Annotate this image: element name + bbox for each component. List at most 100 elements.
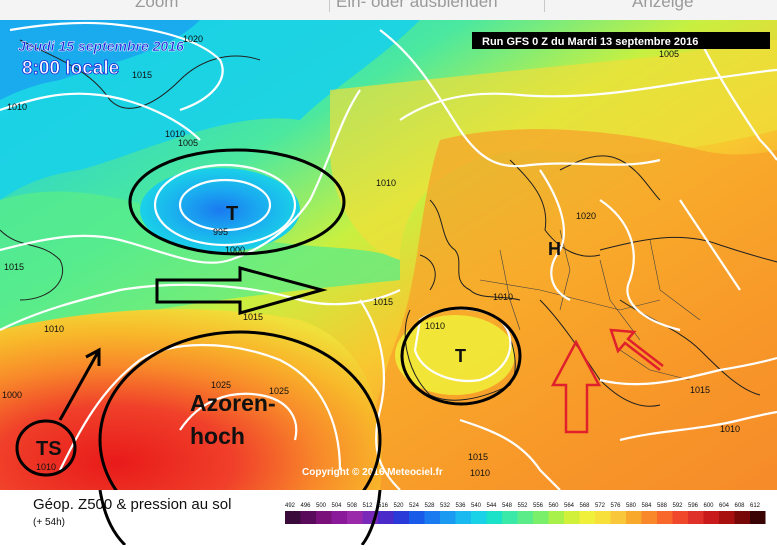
legend-swatch: [331, 511, 347, 524]
azores-circle-tail: [98, 489, 127, 547]
toolbar-toggle[interactable]: Ein- oder ausblenden: [336, 0, 498, 11]
isobar-label: 1010: [720, 424, 740, 434]
legend-value: 524: [409, 503, 420, 509]
azoren-label-line2: hoch: [190, 423, 245, 449]
cutoff-low-label: T: [455, 346, 466, 366]
legend-swatches: [285, 511, 766, 524]
run-title: Run GFS 0 Z du Mardi 13 septembre 2016: [482, 36, 698, 48]
legend-swatch: [688, 511, 704, 524]
isobar-label: 1015: [468, 452, 488, 462]
legend-values: 492 496 500 504 508 512 516 520 524 528 532 536 540 5…: [285, 503, 761, 509]
legend-value: 608: [735, 503, 746, 509]
legend-swatch: [285, 511, 301, 524]
isobar-label: 1000: [2, 390, 22, 400]
toolbar-zoom[interactable]: Zoom: [135, 0, 179, 11]
legend-value: 496: [301, 503, 312, 509]
isobar-label: 1010: [425, 321, 445, 331]
isobar-label: 1020: [183, 34, 203, 44]
legend-value: 552: [518, 503, 529, 509]
isobar-label: 995: [213, 227, 228, 237]
red-arrows: [550, 328, 664, 434]
legend-swatch: [626, 511, 642, 524]
legend-value: 580: [626, 503, 637, 509]
legend-title: Géop. Z500 & pression au sol: [33, 496, 231, 513]
legend-swatch: [548, 511, 564, 524]
isobar-label: 1015: [373, 297, 393, 307]
arrow-east: [155, 266, 328, 315]
run-banner: [472, 32, 770, 49]
arrow-northeast-head: [85, 347, 101, 366]
legend-value: 500: [316, 503, 327, 509]
cold-core-region: [0, 20, 200, 100]
legend-swatch: [471, 511, 487, 524]
weather-map: 1020 1015 1010 1005 1010 995 1000 1010 1…: [0, 20, 777, 490]
isobar-label: 1005: [178, 138, 198, 148]
legend-footer: Géop. Z500 & pression au sol (+ 54h) 492…: [0, 489, 777, 547]
legend-swatch: [734, 511, 750, 524]
high-center-label: H: [548, 239, 561, 259]
isobar-label: 1010: [165, 129, 185, 139]
valid-date-title: Jeudi 15 septembre 2016: [18, 38, 184, 54]
legend-swatch: [610, 511, 626, 524]
isobar-label: 1025: [211, 380, 231, 390]
azores-circle: [98, 330, 382, 490]
isobar-label: 1010: [470, 468, 490, 478]
legend-swatch: [750, 511, 766, 524]
legend-value: 504: [332, 503, 343, 509]
legend-value: 516: [378, 503, 389, 509]
toolbar-separator: [329, 0, 330, 12]
isobar-label: 1010: [36, 462, 56, 472]
low-circle: [128, 148, 346, 256]
isobars: [0, 21, 777, 490]
valid-time-title: 8:00 locale: [22, 58, 119, 79]
legend-swatch: [409, 511, 425, 524]
legend-value: 492: [285, 503, 296, 509]
legend-swatch: [579, 511, 595, 524]
legend-swatch: [564, 511, 580, 524]
legend-value: 528: [425, 503, 436, 509]
legend-value: 548: [502, 503, 513, 509]
isobar-label: 1010: [376, 178, 396, 188]
legend-swatch: [486, 511, 502, 524]
isobar-label: 1015: [4, 262, 24, 272]
legend-swatch: [347, 511, 363, 524]
isobar-label: 1020: [576, 211, 596, 221]
legend-swatch: [517, 511, 533, 524]
isobar-label: 1015: [243, 312, 263, 322]
legend-swatch: [300, 511, 316, 524]
legend-subtitle: (+ 54h): [33, 517, 65, 528]
ts-label: TS: [36, 438, 62, 460]
legend-value: 576: [611, 503, 622, 509]
azores-circle-tail: [360, 489, 382, 546]
legend-value: 536: [456, 503, 467, 509]
red-arrow-northwest: [609, 328, 664, 371]
legend-swatch: [440, 511, 456, 524]
legend-swatch: [316, 511, 332, 524]
legend-swatch: [641, 511, 657, 524]
isobar-label: 1015: [690, 385, 710, 395]
isobar-label: 1015: [132, 70, 152, 80]
pressure-centers: T H T: [226, 203, 561, 366]
isobar-label: 1010: [7, 102, 27, 112]
ts-circle: [15, 419, 77, 477]
isobar-label: 1000: [225, 245, 245, 255]
legend-swatch: [672, 511, 688, 524]
legend-swatch: [502, 511, 518, 524]
legend-value: 588: [657, 503, 668, 509]
arrow-northeast-shaft: [58, 351, 100, 421]
legend-swatch: [703, 511, 719, 524]
cutoff-circle: [400, 306, 522, 406]
legend-value: 600: [704, 503, 715, 509]
legend-value: 512: [363, 503, 374, 509]
legend-value: 568: [580, 503, 591, 509]
toolbar-display[interactable]: Anzeige: [632, 0, 694, 11]
legend-swatch: [424, 511, 440, 524]
legend-value: 564: [564, 503, 575, 509]
legend-swatch: [719, 511, 735, 524]
legend-value: 544: [487, 503, 498, 509]
legend-swatch: [378, 511, 394, 524]
cutoff-low-field: [395, 315, 515, 395]
isobar-label: 1005: [659, 49, 679, 59]
legend: Géop. Z500 & pression au sol (+ 54h) 492…: [33, 489, 766, 547]
legend-swatch: [595, 511, 611, 524]
